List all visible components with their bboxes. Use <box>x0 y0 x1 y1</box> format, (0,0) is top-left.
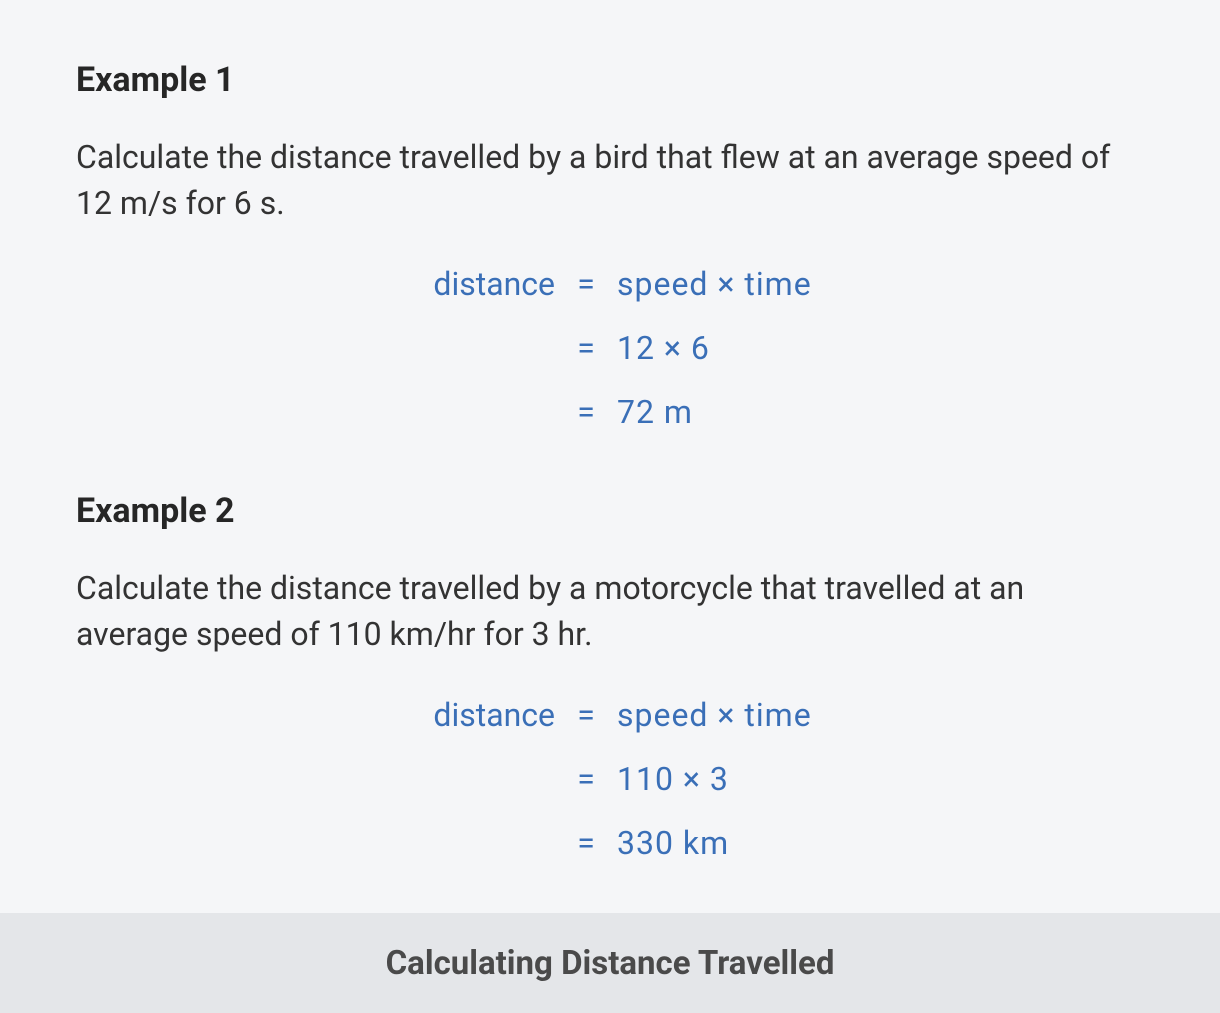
equation-lhs: distance <box>76 696 571 734</box>
equation-row: = 330 km <box>76 824 1144 862</box>
equation-row: distance = speed × time <box>76 265 1144 303</box>
equation-rhs: 330 km <box>601 824 1144 862</box>
footer-title: Calculating Distance Travelled <box>386 944 835 983</box>
equals-sign: = <box>571 760 601 798</box>
equals-sign: = <box>571 265 601 303</box>
example-block-1: Example 1 Calculate the distance travell… <box>76 60 1144 431</box>
equation-rhs: 72 m <box>601 393 1144 431</box>
equation-rhs: speed × time <box>601 265 1144 303</box>
equals-sign: = <box>571 824 601 862</box>
equation-row: = 110 × 3 <box>76 760 1144 798</box>
problem-statement: Calculate the distance travelled by a bi… <box>76 134 1144 227</box>
equation-row: = 72 m <box>76 393 1144 431</box>
equation-row: = 12 × 6 <box>76 329 1144 367</box>
content-area: Example 1 Calculate the distance travell… <box>0 0 1220 862</box>
example-heading: Example 2 <box>76 491 1144 531</box>
equation-rhs: 12 × 6 <box>601 329 1144 367</box>
footer-bar: Calculating Distance Travelled <box>0 913 1220 1013</box>
equation-rhs: speed × time <box>601 696 1144 734</box>
equals-sign: = <box>571 393 601 431</box>
equation-rhs: 110 × 3 <box>601 760 1144 798</box>
equation-block: distance = speed × time = 110 × 3 = 330 … <box>76 696 1144 862</box>
equation-lhs: distance <box>76 265 571 303</box>
example-heading: Example 1 <box>76 60 1144 100</box>
equation-row: distance = speed × time <box>76 696 1144 734</box>
problem-statement: Calculate the distance travelled by a mo… <box>76 565 1144 658</box>
example-block-2: Example 2 Calculate the distance travell… <box>76 491 1144 862</box>
equals-sign: = <box>571 696 601 734</box>
equals-sign: = <box>571 329 601 367</box>
equation-block: distance = speed × time = 12 × 6 = 72 m <box>76 265 1144 431</box>
